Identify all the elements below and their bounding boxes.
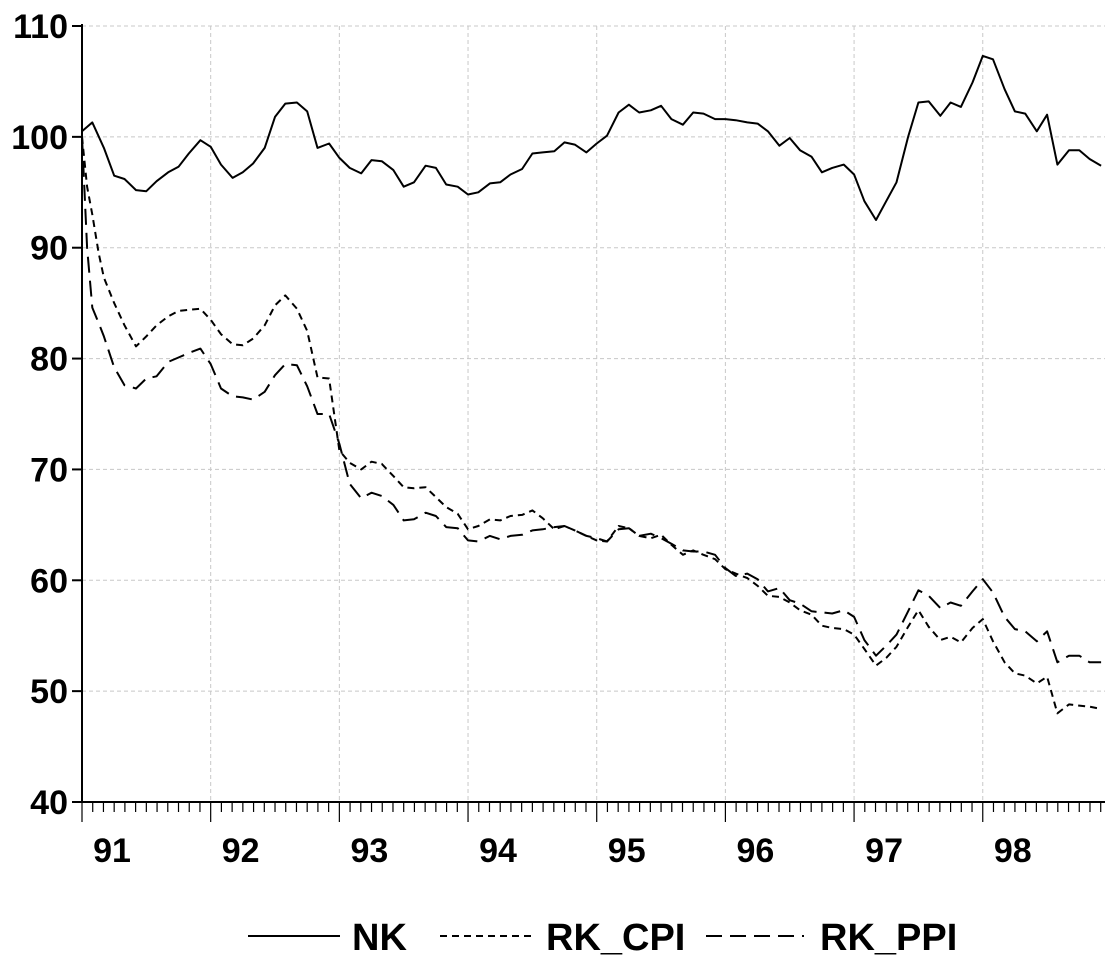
x-tick-label: 91: [93, 832, 131, 870]
y-tick-label: 70: [30, 451, 68, 489]
legend-label-rk-cpi: RK_CPI: [546, 917, 685, 959]
legend: NK RK_CPI RK_PPI: [248, 917, 957, 959]
x-tick-label: 96: [736, 832, 774, 870]
x-tick-label: 94: [479, 832, 517, 870]
tick-labels: 40 50 60 70 80 90 100 110 91 92 93 94 95 96 97 98: [11, 8, 1031, 870]
x-tick-label: 92: [222, 832, 260, 870]
series-line-rk-ppi: [81, 136, 1102, 664]
y-tick-label: 80: [30, 341, 68, 379]
y-tick-label: 60: [30, 562, 68, 600]
x-tick-label: 97: [865, 832, 903, 870]
gridlines: [82, 25, 1105, 802]
series-line-nk: [81, 54, 1102, 221]
y-tick-label: 40: [30, 784, 68, 822]
x-tick-label: 95: [608, 832, 646, 870]
x-tick-label: 98: [994, 832, 1032, 870]
y-tick-label: 90: [30, 230, 68, 268]
legend-label-nk: NK: [352, 917, 407, 959]
legend-label-rk-ppi: RK_PPI: [820, 917, 957, 959]
x-tick-label: 93: [350, 832, 388, 870]
y-tick-label: 110: [13, 8, 68, 46]
y-tick-label: 50: [30, 673, 68, 711]
axes: [72, 24, 1105, 822]
series-lines: [81, 54, 1102, 715]
y-tick-label: 100: [11, 119, 68, 157]
